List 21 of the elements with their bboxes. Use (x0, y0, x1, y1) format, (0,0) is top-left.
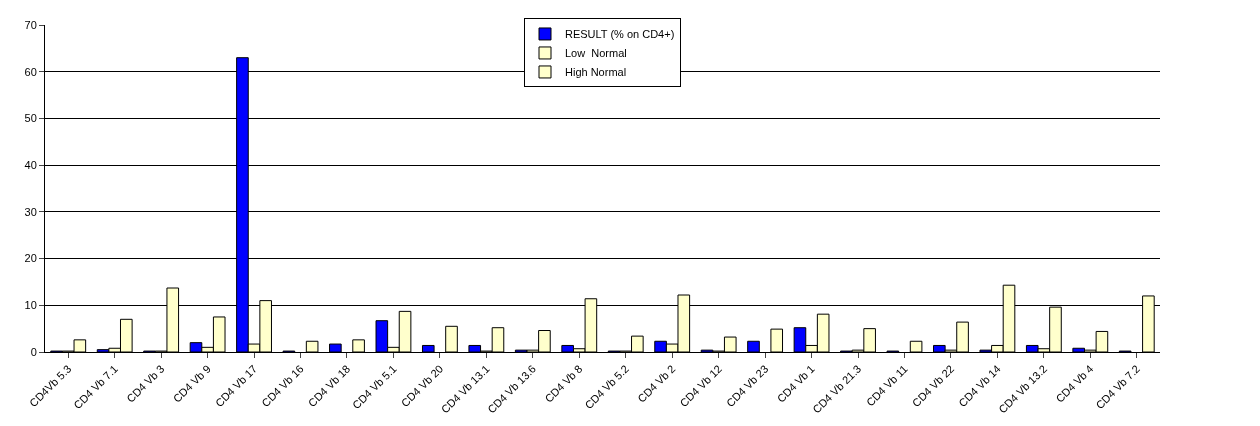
x-tick-label: CD4 Vb 5.2 (582, 362, 632, 412)
x-tick-label: CD4 Vb 7.2 (1093, 362, 1143, 412)
y-tick-label: 70 (24, 18, 37, 31)
x-tick-label: CD4 Vb 17 (212, 362, 260, 410)
y-tick-label: 40 (24, 158, 37, 171)
x-tick-label: CD4 Vb 16 (259, 362, 306, 410)
y-tick-label: 10 (24, 299, 37, 312)
legend-label: High Normal (565, 66, 627, 79)
y-tick-label: 60 (24, 65, 37, 78)
x-tick-label: CD4 Vb 23 (723, 362, 771, 410)
legend-label: Low Normal (565, 47, 627, 60)
y-tick-label: 30 (24, 205, 37, 218)
legend-label: RESULT (% on CD4+) (565, 28, 675, 41)
x-tick-label: CD4 Vb 5.1 (350, 362, 399, 412)
x-tick-label: CD4 Vb 18 (305, 362, 353, 410)
y-tick-label: 0 (30, 345, 37, 358)
y-tick-label: 20 (24, 252, 37, 265)
x-tick-label: CD4 Vb 22 (909, 362, 957, 410)
x-tick-label: CD4 Vb 7.1 (71, 362, 120, 412)
x-tick-label: CD4 Vb 12 (677, 362, 724, 410)
y-tick-label: 50 (24, 112, 37, 125)
